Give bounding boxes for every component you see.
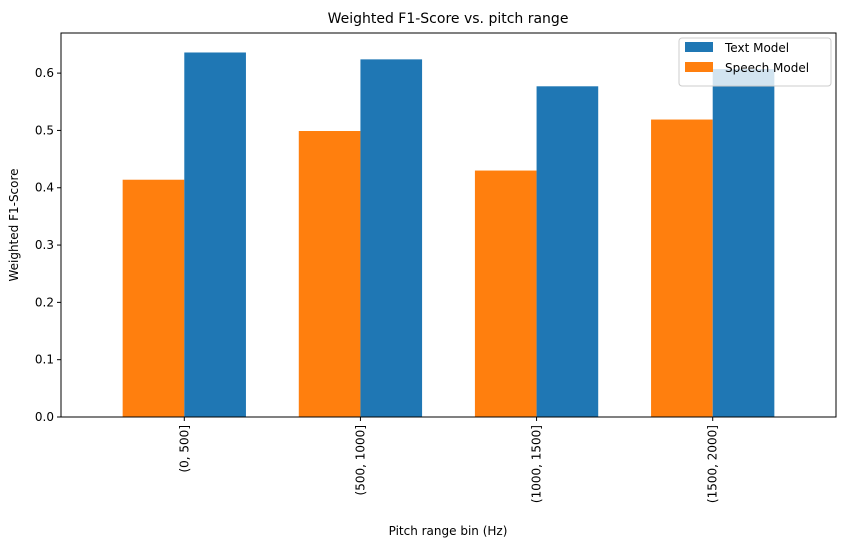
- y-axis-label: Weighted F1-Score: [7, 168, 21, 281]
- y-tick-label: 0.3: [35, 238, 54, 252]
- x-tick-label: (1500, 2000]: [706, 425, 720, 503]
- bar-speech-model-0: [122, 179, 185, 417]
- legend-label: Text Model: [724, 41, 789, 55]
- bar-text-model-1: [360, 59, 423, 418]
- bar-text-model-2: [536, 86, 599, 418]
- y-tick-label: 0.4: [35, 181, 54, 195]
- y-axis: 0.0 0.1 0.2 0.3 0.4 0.5 0.6: [35, 66, 61, 424]
- y-tick-label: 0.0: [35, 410, 54, 424]
- y-tick-label: 0.2: [35, 295, 54, 309]
- bar-speech-model-2: [474, 170, 537, 417]
- x-tick-label: (0, 500]: [177, 425, 191, 473]
- x-axis: (0, 500] (500, 1000] (1000, 1500] (1500, 20…: [177, 417, 720, 503]
- y-tick-label: 0.1: [35, 353, 54, 367]
- bars-layer: [122, 52, 775, 418]
- bar-speech-model-3: [651, 119, 713, 418]
- chart-title: Weighted F1-Score vs. pitch range: [328, 11, 569, 27]
- y-tick-label: 0.5: [35, 123, 54, 137]
- legend-frame: [678, 37, 832, 87]
- legend: Text Model Speech Model: [678, 37, 832, 87]
- legend-swatch-text-model: [685, 42, 713, 52]
- bar-speech-model-1: [298, 131, 361, 417]
- legend-swatch-speech-model: [685, 62, 713, 72]
- bar-text-model-3: [712, 69, 775, 418]
- plot-frame: [60, 32, 837, 418]
- x-axis-label: Pitch range bin (Hz): [389, 524, 508, 538]
- bar-text-model-0: [184, 52, 246, 417]
- x-tick-label: (1000, 1500]: [530, 425, 544, 503]
- legend-label: Speech Model: [725, 61, 809, 75]
- y-tick-label: 0.6: [35, 66, 54, 80]
- x-tick-label: (500, 1000]: [353, 425, 367, 495]
